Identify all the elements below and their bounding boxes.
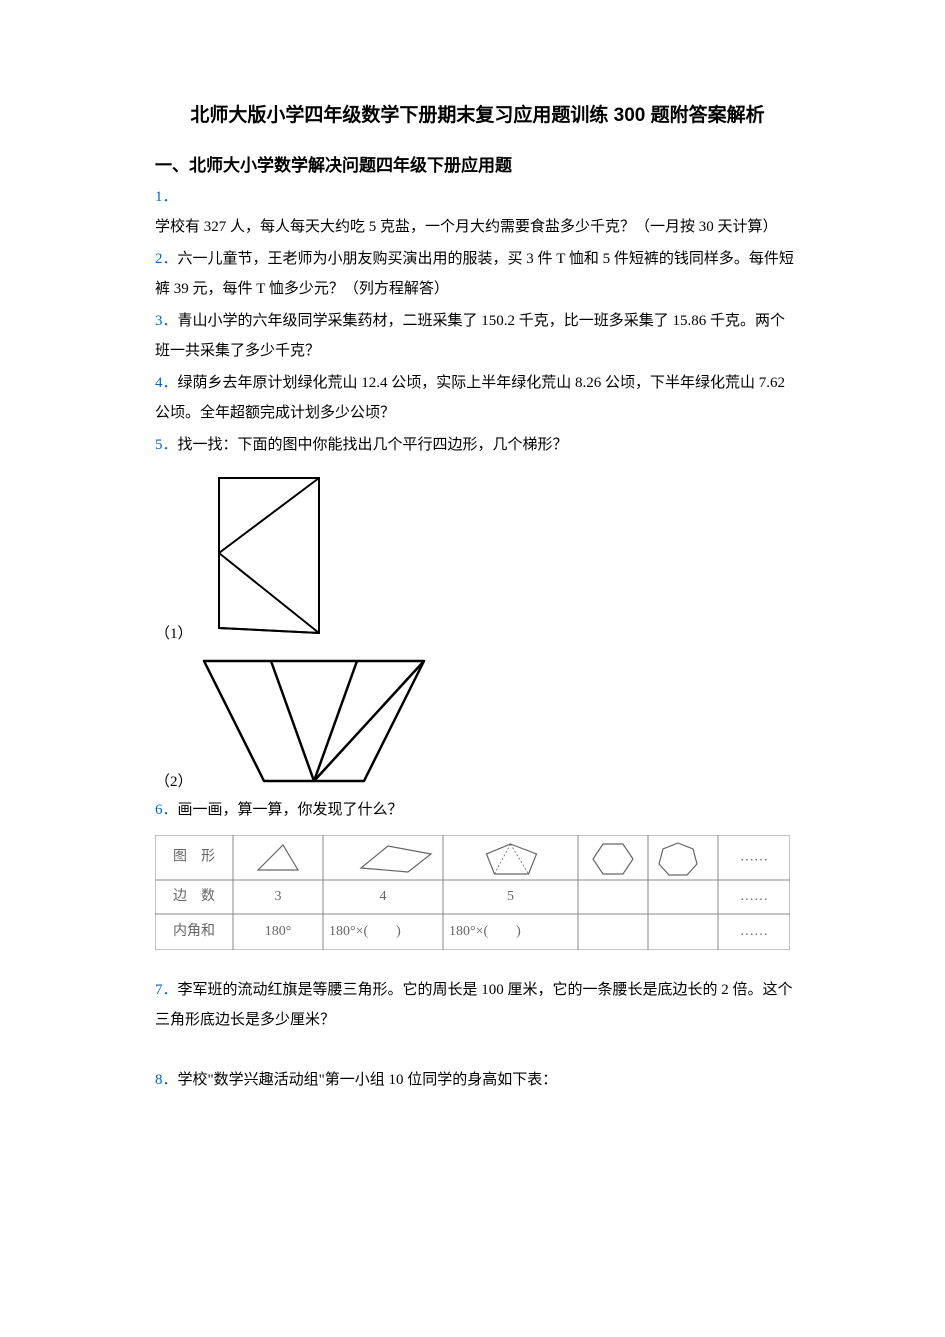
qtext-4: 绿荫乡去年原计划绿化荒山 12.4 公顷，实际上半年绿化荒山 8.26 公顷，下… bbox=[155, 375, 785, 421]
figure-1-row: （1） bbox=[155, 468, 800, 643]
svg-text:3: 3 bbox=[275, 889, 282, 904]
figure-2-row: （2） bbox=[155, 651, 800, 791]
svg-text:180°×( ): 180°×( ) bbox=[449, 924, 521, 939]
figure-1-svg bbox=[199, 468, 339, 643]
page-title: 北师大版小学四年级数学下册期末复习应用题训练 300 题附答案解析 bbox=[155, 100, 800, 127]
question-8: 8．学校"数学兴趣活动组"第一小组 10 位同学的身高如下表： bbox=[155, 1065, 800, 1095]
qtext-5: 找一找：下面的图中你能找出几个平行四边形，几个梯形？ bbox=[178, 437, 568, 453]
question-2: 2．六一儿童节，王老师为小朋友购买演出用的服装，买 3 件 T 恤和 5 件短裤… bbox=[155, 244, 800, 304]
qnum-3: 3． bbox=[155, 313, 178, 329]
figure-2-svg bbox=[199, 651, 429, 791]
qtext-7: 李军班的流动红旗是等腰三角形。它的周长是 100 厘米，它的一条腰长是底边长的 … bbox=[155, 982, 793, 1028]
svg-text:5: 5 bbox=[507, 889, 514, 904]
section-header: 一、北师大小学数学解决问题四年级下册应用题 bbox=[155, 151, 800, 176]
figure-1-label: （1） bbox=[155, 622, 193, 643]
qnum-1: 1． bbox=[155, 189, 178, 205]
svg-text:……: …… bbox=[740, 924, 768, 939]
qnum-8: 8． bbox=[155, 1072, 178, 1088]
spacer bbox=[155, 1037, 800, 1065]
qnum-4: 4． bbox=[155, 375, 178, 391]
polygon-table-svg: 图 形边 数内角和 3 4 5 …… 180° 180°×( ) 180°×( ) …… …… bbox=[155, 835, 790, 950]
svg-text:180°: 180° bbox=[265, 924, 292, 939]
qtext-1: 学校有 327 人，每人每天大约吃 5 克盐，一个月大约需要食盐多少千克？（一月… bbox=[155, 219, 778, 235]
qnum-5: 5． bbox=[155, 437, 178, 453]
qnum-6: 6． bbox=[155, 802, 178, 818]
qtext-8: 学校"数学兴趣活动组"第一小组 10 位同学的身高如下表： bbox=[178, 1072, 558, 1088]
qtext-3: 青山小学的六年级同学采集药材，二班采集了 150.2 千克，比一班多采集了 15… bbox=[155, 313, 785, 359]
question-4: 4．绿荫乡去年原计划绿化荒山 12.4 公顷，实际上半年绿化荒山 8.26 公顷… bbox=[155, 368, 800, 428]
qtext-6: 画一画，算一算，你发现了什么？ bbox=[178, 802, 403, 818]
svg-text:……: …… bbox=[740, 889, 768, 904]
qnum-7: 7． bbox=[155, 982, 178, 998]
svg-text:4: 4 bbox=[380, 889, 387, 904]
svg-text:图 形: 图 形 bbox=[173, 849, 215, 865]
question-5: 5．找一找：下面的图中你能找出几个平行四边形，几个梯形？ bbox=[155, 430, 800, 460]
qnum-2: 2． bbox=[155, 251, 178, 267]
svg-text:边 数: 边 数 bbox=[173, 888, 215, 904]
question-6: 6．画一画，算一算，你发现了什么？ bbox=[155, 795, 800, 825]
figure-2-label: （2） bbox=[155, 770, 193, 791]
svg-text:内角和: 内角和 bbox=[173, 923, 215, 939]
question-7: 7．李军班的流动红旗是等腰三角形。它的周长是 100 厘米，它的一条腰长是底边长… bbox=[155, 975, 800, 1035]
question-1: 1． 学校有 327 人，每人每天大约吃 5 克盐，一个月大约需要食盐多少千克？（… bbox=[155, 182, 800, 242]
svg-text:……: …… bbox=[740, 850, 768, 865]
polygon-table: 图 形边 数内角和 3 4 5 …… 180° 180°×( ) 180°×( ) …… …… bbox=[155, 835, 800, 955]
question-3: 3．青山小学的六年级同学采集药材，二班采集了 150.2 千克，比一班多采集了 … bbox=[155, 306, 800, 366]
svg-text:180°×( ): 180°×( ) bbox=[329, 924, 401, 939]
qtext-2: 六一儿童节，王老师为小朋友购买演出用的服装，买 3 件 T 恤和 5 件短裤的钱… bbox=[155, 251, 794, 297]
